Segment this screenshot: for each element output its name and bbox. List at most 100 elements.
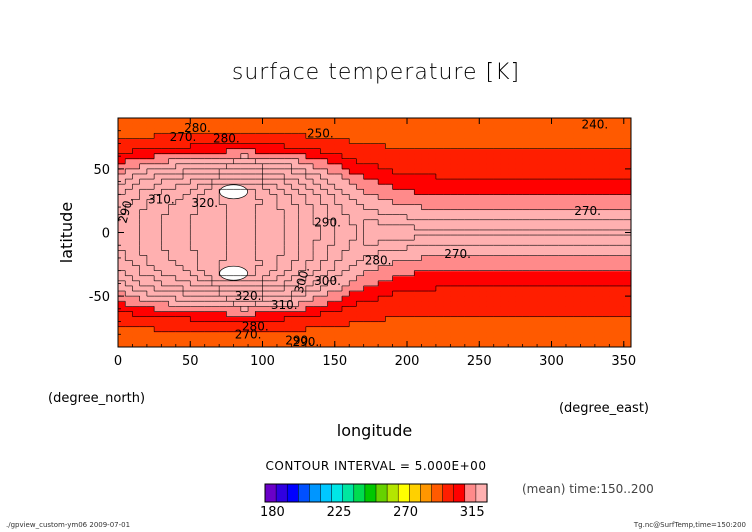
field-cell — [276, 128, 285, 134]
field-cell — [464, 189, 473, 195]
field-cell — [472, 336, 480, 343]
field-cell — [211, 118, 220, 124]
field-cell — [565, 301, 574, 307]
field-cell — [428, 163, 437, 170]
field-cell — [226, 179, 235, 185]
field-cell — [537, 128, 545, 134]
field-cell — [428, 240, 437, 246]
field-cell — [305, 158, 314, 165]
field-cell — [616, 336, 625, 343]
field-cell — [320, 189, 329, 195]
field-cell — [594, 163, 603, 170]
field-cell — [320, 219, 329, 226]
field-cell — [623, 240, 631, 246]
field-cell — [204, 326, 213, 333]
field-cell — [146, 173, 155, 180]
field-cell — [276, 341, 285, 347]
field-cell — [609, 179, 618, 185]
field-cell — [276, 311, 285, 318]
field-cell — [168, 270, 177, 277]
field-cell — [479, 341, 488, 347]
field-cell — [341, 209, 350, 216]
field-cell — [305, 123, 314, 129]
field-cell — [341, 285, 350, 292]
field-cell — [472, 250, 480, 256]
field-cell — [407, 301, 415, 307]
axis-label-group: longitudelatitude(degree_east)(degree_no… — [48, 202, 649, 440]
field-cell — [385, 168, 394, 175]
field-cell — [602, 214, 610, 221]
field-cell — [522, 341, 531, 347]
field-cell — [363, 331, 372, 338]
field-cell — [291, 214, 300, 221]
field-cell — [291, 189, 300, 195]
field-cell — [175, 245, 184, 251]
field-cell — [500, 311, 509, 318]
field-cell — [594, 235, 603, 241]
field-cell — [392, 163, 401, 170]
field-cell — [537, 148, 545, 155]
field-cell — [385, 291, 394, 297]
field-cell — [240, 229, 249, 236]
field-cell — [623, 179, 631, 185]
field-cell — [168, 331, 177, 338]
field-cell — [175, 336, 184, 343]
field-cell — [399, 245, 408, 251]
field-cell — [421, 118, 430, 124]
field-cell — [544, 245, 553, 251]
field-cell — [544, 118, 553, 124]
field-cell — [363, 184, 372, 190]
field-cell — [154, 326, 162, 333]
field-cell — [341, 133, 350, 139]
field-cell — [284, 209, 293, 216]
field-cell — [443, 209, 451, 216]
field-cell — [240, 133, 249, 139]
field-cell — [284, 291, 293, 297]
field-cell — [392, 235, 401, 241]
field-cell — [197, 224, 206, 231]
field-cell — [118, 189, 126, 195]
field-cell — [551, 199, 560, 206]
field-cell — [616, 240, 625, 246]
field-cell — [168, 219, 177, 226]
field-cell — [370, 179, 379, 185]
field-cell — [565, 326, 574, 333]
field-cell — [204, 291, 213, 297]
field-cell — [233, 214, 242, 221]
field-cell — [479, 240, 488, 246]
field-cell — [500, 275, 509, 282]
field-cell — [544, 128, 553, 134]
field-cell — [175, 219, 184, 226]
field-cell — [370, 306, 379, 312]
field-cell — [515, 270, 524, 277]
field-cell — [500, 280, 509, 287]
field-cell — [529, 240, 538, 246]
field-cell — [154, 260, 162, 267]
field-cell — [623, 224, 631, 231]
field-cell — [435, 341, 444, 347]
field-cell — [500, 326, 509, 333]
field-cell — [139, 204, 148, 211]
field-cell — [493, 214, 502, 221]
field-cell — [248, 255, 256, 262]
field-cell — [204, 158, 213, 165]
field-cell — [363, 148, 372, 155]
field-cell — [269, 133, 278, 139]
field-cell — [276, 199, 285, 206]
field-cell — [450, 143, 459, 150]
field-cell — [435, 265, 444, 272]
field-cell — [262, 291, 271, 297]
field-cell — [443, 158, 451, 165]
contour-label: 240. — [582, 117, 609, 131]
field-cell — [544, 123, 553, 129]
field-cell — [565, 250, 574, 256]
field-cell — [602, 168, 610, 175]
field-cell — [414, 229, 423, 236]
field-cell — [197, 321, 206, 328]
field-cell — [349, 260, 358, 267]
field-cell — [450, 311, 459, 318]
field-cell — [161, 291, 170, 297]
field-cell — [125, 123, 134, 129]
field-cell — [356, 123, 365, 129]
field-cell — [421, 306, 430, 312]
